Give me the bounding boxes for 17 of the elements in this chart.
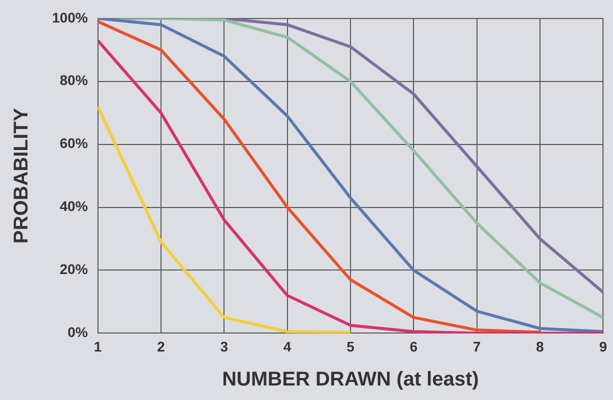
- y-tick-label: 20%: [60, 261, 88, 278]
- x-tick-label: 3: [220, 338, 228, 354]
- x-tick-label: 2: [157, 338, 166, 354]
- y-tick-label: 40%: [60, 198, 88, 214]
- x-tick-label: 1: [94, 338, 102, 354]
- x-tick-label: 4: [283, 338, 292, 354]
- x-tick-label: 9: [599, 338, 608, 354]
- x-tick-label: 5: [346, 338, 355, 354]
- y-tick-label: 60%: [60, 135, 88, 152]
- x-tick-label: 8: [536, 338, 544, 354]
- y-axis-title: PROBABILITY: [10, 107, 33, 244]
- x-tick-label: 7: [472, 338, 481, 354]
- y-tick-label: 100%: [52, 9, 88, 26]
- x-tick-label: 6: [410, 338, 418, 354]
- x-axis-title: NUMBER DRAWN (at least): [222, 368, 479, 391]
- y-tick-label: 80%: [60, 72, 88, 88]
- y-tick-label: 0%: [68, 324, 88, 340]
